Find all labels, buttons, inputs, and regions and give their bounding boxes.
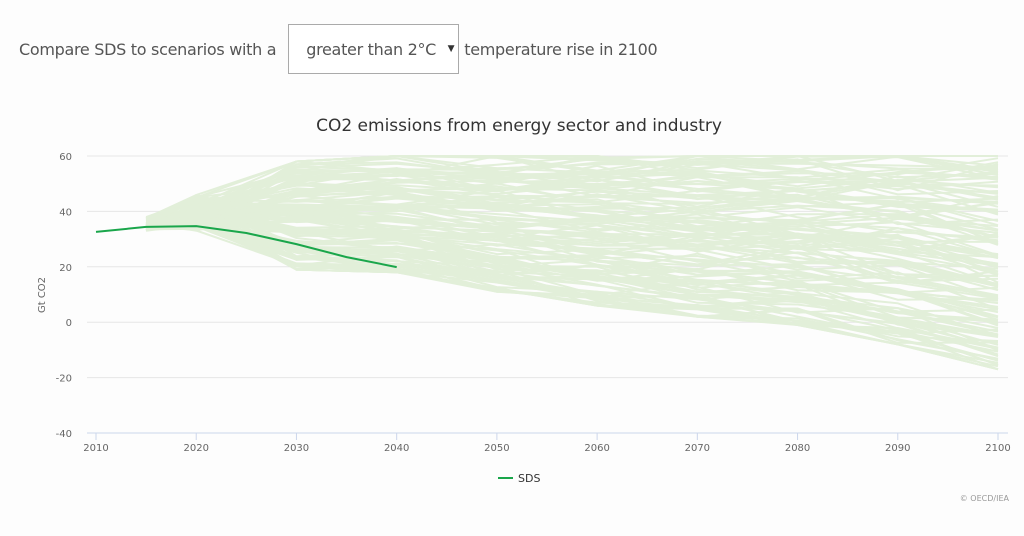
x-tick-label: 2100 — [985, 443, 1010, 454]
scenario-line — [145, 162, 999, 225]
scenario-line — [145, 189, 999, 234]
scenario-line — [196, 218, 999, 305]
scenario-line — [145, 197, 999, 360]
x-tick-label: 2080 — [785, 443, 810, 454]
chart-title: CO2 emissions from energy sector and ind… — [316, 116, 722, 136]
scenario-line — [145, 182, 999, 232]
y-axis-ticks: -40 -20 0 20 40 60 — [56, 152, 72, 440]
x-axis-ticks: 2010 2020 2030 2040 2050 2060 2070 2080 2090 2100 — [83, 433, 1011, 454]
scenario-line — [146, 215, 999, 259]
y-tick-label: -20 — [56, 374, 72, 385]
scenario-line — [195, 154, 999, 207]
x-tick-label: 2030 — [284, 443, 309, 454]
legend[interactable]: SDS — [498, 472, 540, 485]
y-tick-label: 0 — [66, 318, 72, 329]
scenario-line — [146, 218, 999, 288]
x-tick-label: 2020 — [183, 443, 208, 454]
scenario-line — [195, 200, 999, 336]
scenario-line — [196, 201, 999, 243]
y-tick-label: 40 — [59, 207, 72, 218]
y-tick-label: -40 — [56, 429, 72, 440]
scenario-line — [145, 211, 999, 292]
filter-suffix-text: temperature rise in 2100 — [464, 39, 658, 59]
chevron-down-icon: ▼ — [447, 44, 455, 54]
scenario-line — [146, 210, 999, 267]
scenario-line — [145, 208, 999, 274]
scenario-line — [145, 194, 999, 244]
filter-prefix-text: Compare SDS to scenarios with a — [19, 39, 277, 59]
y-tick-label: 20 — [59, 263, 72, 274]
scenario-line — [195, 225, 999, 371]
x-tick-label: 2040 — [384, 443, 409, 454]
scenario-line — [145, 214, 999, 366]
credit-text: © OECD/IEA — [960, 494, 1010, 503]
x-tick-label: 2060 — [584, 443, 609, 454]
scenario-line — [145, 154, 999, 231]
y-tick-label: 60 — [59, 152, 72, 163]
temperature-select[interactable]: greater than 2°C ▼ — [288, 24, 460, 74]
x-tick-label: 2010 — [83, 443, 108, 454]
scenario-line — [195, 205, 999, 299]
x-tick-label: 2090 — [885, 443, 910, 454]
legend-label-sds: SDS — [518, 472, 540, 485]
scenario-line — [195, 212, 999, 342]
y-axis-label: Gt CO2 — [37, 277, 48, 313]
scenario-line — [195, 219, 999, 338]
scenario-filter: Compare SDS to scenarios with a greater … — [19, 23, 658, 75]
series-line-sds[interactable] — [95, 225, 397, 269]
scenario-ensemble — [145, 154, 999, 371]
temperature-select-value: greater than 2°C — [306, 39, 437, 59]
x-tick-label: 2070 — [685, 443, 710, 454]
series-layer — [95, 225, 397, 269]
x-tick-label: 2050 — [484, 443, 509, 454]
